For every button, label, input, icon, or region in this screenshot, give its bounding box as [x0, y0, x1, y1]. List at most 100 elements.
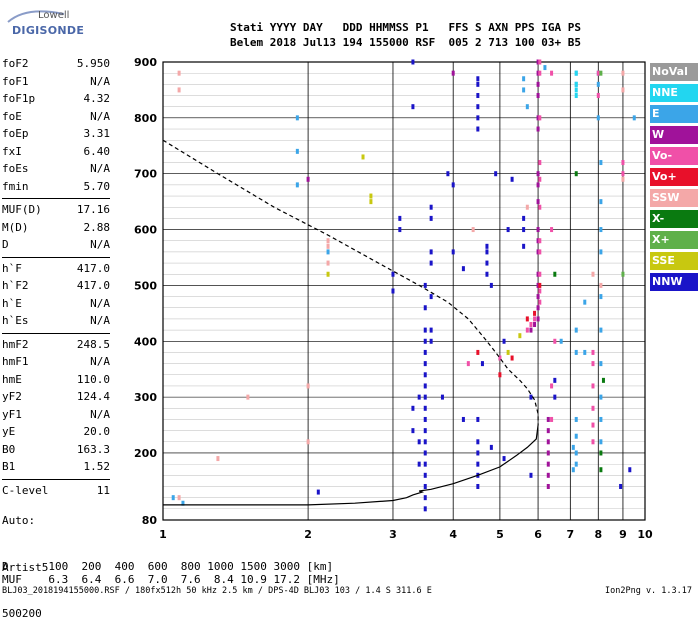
echo-point: [423, 361, 427, 367]
echo-point: [476, 450, 480, 456]
echo-point: [423, 428, 427, 434]
param-row: foEs N/A: [2, 161, 110, 179]
file-info: BLJ03_2018194155000.RSF / 180fx512h 50 k…: [2, 586, 432, 596]
echo-point: [538, 176, 542, 182]
echo-point: [550, 227, 554, 233]
y-tick-label: 700: [134, 168, 157, 181]
echo-point: [536, 282, 540, 288]
echo-point: [423, 372, 427, 378]
echo-point: [546, 450, 550, 456]
echo-point: [423, 472, 427, 478]
software-version: Ion2Png v. 1.3.17: [605, 586, 692, 596]
echo-point: [538, 249, 542, 255]
echo-point: [506, 227, 510, 233]
param-value: N/A: [90, 74, 110, 88]
echo-point: [574, 450, 578, 456]
param-row: h`Es N/A: [2, 313, 110, 331]
x-tick-label: 9: [619, 528, 627, 541]
echo-point: [599, 70, 603, 76]
echo-point: [429, 338, 433, 344]
param-value: 11: [96, 483, 110, 497]
echo-point: [546, 461, 550, 467]
param-row: foF1 N/A: [2, 74, 110, 92]
param-value: N/A: [90, 314, 110, 327]
echo-point: [538, 70, 542, 76]
echo-point: [632, 115, 636, 121]
echo-point: [398, 215, 402, 221]
echo-point: [181, 500, 185, 506]
echo-point: [525, 104, 529, 110]
echo-point: [529, 472, 533, 478]
echo-point: [619, 483, 623, 489]
echo-point: [429, 204, 433, 210]
echo-point: [536, 171, 540, 177]
echo-point: [502, 338, 506, 344]
param-name: yF1: [2, 407, 22, 421]
echo-point: [621, 176, 625, 182]
echo-point: [621, 271, 625, 277]
echo-point: [423, 349, 427, 355]
param-row: B1 1.52: [2, 459, 110, 477]
echo-point: [177, 70, 181, 76]
echo-point: [502, 456, 506, 462]
echo-point: [476, 349, 480, 355]
echo-point: [574, 327, 578, 333]
echo-point: [536, 81, 540, 87]
echo-point: [550, 383, 554, 389]
echo-point: [536, 316, 540, 322]
echo-point: [533, 322, 537, 328]
param-row: MUF(D) 17.16: [2, 202, 110, 220]
echo-point: [591, 383, 595, 389]
echo-point: [599, 227, 603, 233]
echo-point: [494, 171, 498, 177]
echo-point: [451, 182, 455, 188]
echo-point: [591, 405, 595, 411]
polarization-legend: NoVal NNE E W Vo- Vo+ SSW X- X+ SSE NNW: [650, 63, 698, 294]
x-tick-label: 7: [567, 528, 575, 541]
echo-point: [538, 299, 542, 305]
echo-point: [536, 199, 540, 205]
echo-point: [599, 394, 603, 400]
legend-item: NoVal: [650, 63, 698, 81]
param-name: C-level: [2, 483, 49, 497]
param-value: N/A: [90, 162, 110, 175]
param-value: 124.4: [76, 390, 110, 403]
echo-point: [476, 483, 480, 489]
echo-point: [574, 171, 578, 177]
echo-point: [546, 483, 550, 489]
echo-point: [451, 249, 455, 255]
param-name: foF2: [2, 57, 29, 70]
param-row: yE 20.0: [2, 424, 110, 442]
distance-row: D 100 200 400 600 800 1000 1500 3000 [km…: [2, 560, 334, 573]
param-row: hmF1 N/A: [2, 354, 110, 372]
echo-point: [306, 439, 310, 445]
echo-point: [411, 405, 415, 411]
echo-point: [525, 316, 529, 322]
y-tick-label: 900: [134, 56, 157, 69]
echo-point: [546, 439, 550, 445]
echo-point: [510, 176, 514, 182]
echo-point: [476, 115, 480, 121]
echo-point: [599, 199, 603, 205]
echo-point: [429, 260, 433, 266]
echo-point: [177, 87, 181, 93]
param-value: 6.40: [83, 144, 111, 158]
echo-point: [536, 126, 540, 132]
x-tick-label: 1: [159, 528, 167, 541]
echo-point: [536, 271, 540, 277]
echo-point: [485, 260, 489, 266]
echo-point: [466, 361, 470, 367]
echo-point: [525, 327, 529, 333]
header-values: Belem 2018 Jul13 194 155000 RSF 005 2 71…: [230, 36, 581, 49]
echo-point: [574, 461, 578, 467]
echo-point: [506, 349, 510, 355]
echo-point: [423, 450, 427, 456]
x-tick-label: 8: [594, 528, 602, 541]
echo-point: [480, 361, 484, 367]
echo-point: [621, 87, 625, 93]
echo-point: [553, 338, 557, 344]
echo-point: [550, 416, 554, 422]
legend-item: W: [650, 126, 698, 144]
param-separator: [2, 332, 110, 334]
echo-point: [246, 394, 250, 400]
